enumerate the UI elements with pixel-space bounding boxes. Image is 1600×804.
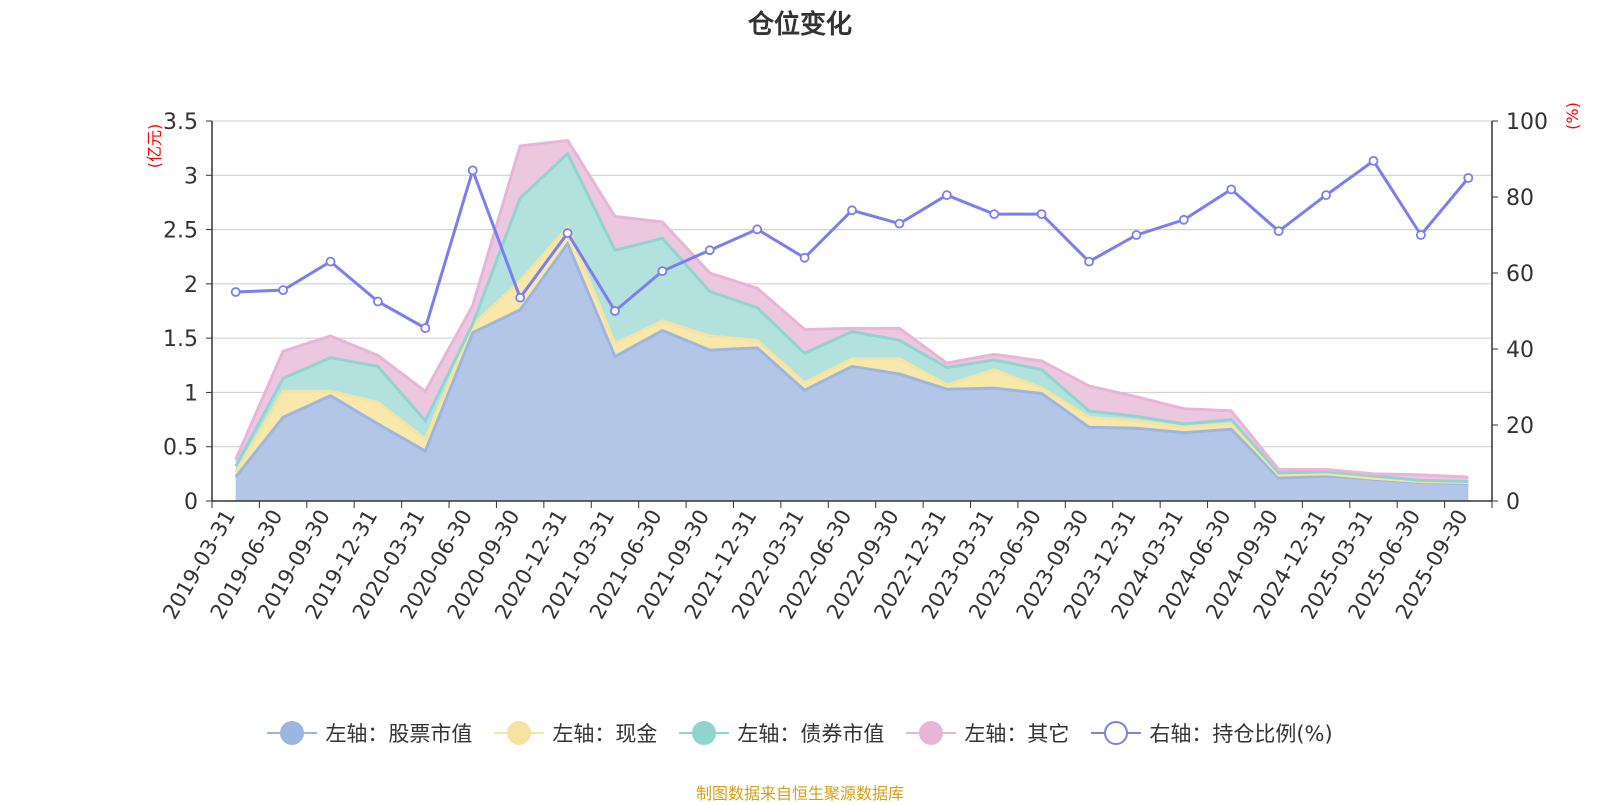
line-point bbox=[1321, 190, 1331, 201]
line-point bbox=[420, 323, 431, 334]
legend-item-3[interactable]: 左轴：债券市值 bbox=[679, 718, 884, 748]
left-tick-label: 1.5 bbox=[163, 327, 198, 352]
left-tick-label: 3.5 bbox=[163, 110, 198, 135]
area-series-line-2 bbox=[234, 224, 1469, 484]
chart-title: 仓位变化 bbox=[747, 10, 852, 40]
right-tick-label: 20 bbox=[1506, 414, 1534, 439]
line-point bbox=[562, 228, 573, 239]
legend-swatch-icon bbox=[267, 721, 318, 745]
line-point bbox=[799, 252, 810, 263]
line-point bbox=[657, 266, 668, 277]
left-tick-label: 2.5 bbox=[163, 219, 198, 244]
left-tick-label: 0.5 bbox=[163, 436, 198, 461]
line-point bbox=[1178, 214, 1189, 225]
area-series-3 bbox=[235, 153, 1469, 483]
legend-swatch-icon bbox=[494, 721, 545, 745]
line-point bbox=[1084, 256, 1094, 267]
right-tick-label: 0 bbox=[1506, 490, 1520, 515]
line-point bbox=[373, 296, 383, 307]
chart-plot: 00.511.522.533.50204060801002019-03-3120… bbox=[145, 102, 1582, 623]
left-tick-label: 1 bbox=[184, 381, 198, 406]
right-tick-label: 40 bbox=[1506, 338, 1534, 363]
legend-item-1[interactable]: 左轴：股票市值 bbox=[267, 718, 472, 748]
left-tick-label: 3 bbox=[184, 164, 198, 189]
line-point bbox=[1368, 155, 1379, 166]
left-tick-label: 2 bbox=[184, 273, 198, 298]
legend-swatch-icon bbox=[1091, 721, 1142, 745]
legend-label: 左轴：现金 bbox=[552, 722, 658, 746]
line-point bbox=[752, 224, 763, 235]
line-point bbox=[1226, 184, 1237, 195]
line-point bbox=[1273, 226, 1284, 237]
source-note: 制图数据来自恒生聚源数据库 bbox=[695, 784, 904, 803]
line-point bbox=[325, 256, 336, 267]
line-point bbox=[515, 292, 526, 303]
legend-label: 左轴：债券市值 bbox=[737, 722, 885, 746]
legend-item-2[interactable]: 左轴：现金 bbox=[494, 718, 657, 748]
area-series-line-4 bbox=[234, 138, 1469, 479]
line-point bbox=[467, 165, 478, 176]
line-point bbox=[1131, 230, 1142, 240]
line-point bbox=[847, 205, 857, 216]
legend-label: 右轴：持仓比例(%) bbox=[1149, 722, 1333, 746]
line-point bbox=[989, 209, 1000, 220]
area-series-line-3 bbox=[234, 151, 1469, 483]
left-axis-label: (亿元) bbox=[145, 124, 164, 169]
area-series-line-1 bbox=[234, 240, 1469, 486]
line-point bbox=[894, 218, 905, 229]
legend-item-5[interactable]: 右轴：持仓比例(%) bbox=[1091, 718, 1333, 748]
line-point bbox=[941, 190, 952, 201]
right-axis-label: (%) bbox=[1563, 102, 1582, 130]
line-point bbox=[610, 306, 620, 316]
line-point bbox=[278, 285, 289, 296]
legend-label: 左轴：股票市值 bbox=[325, 722, 473, 746]
right-tick-label: 60 bbox=[1506, 262, 1534, 287]
left-tick-label: 0 bbox=[184, 490, 198, 515]
legend: 左轴：股票市值 左轴：现金 左轴：债券市值 左轴：其它 右轴：持仓比例(%) bbox=[0, 718, 1600, 748]
legend-swatch-icon bbox=[906, 721, 957, 745]
line-point bbox=[230, 287, 241, 297]
line-point bbox=[1463, 173, 1474, 183]
line-point bbox=[1036, 209, 1047, 220]
right-tick-label: 80 bbox=[1506, 186, 1534, 211]
right-tick-label: 100 bbox=[1506, 110, 1548, 135]
line-point bbox=[1415, 230, 1426, 240]
line-series bbox=[235, 158, 1470, 331]
legend-swatch-icon bbox=[679, 721, 730, 745]
legend-label: 左轴：其它 bbox=[964, 722, 1070, 746]
legend-item-4[interactable]: 左轴：其它 bbox=[906, 718, 1069, 748]
area-series-1 bbox=[235, 243, 1469, 501]
line-point bbox=[704, 245, 715, 256]
